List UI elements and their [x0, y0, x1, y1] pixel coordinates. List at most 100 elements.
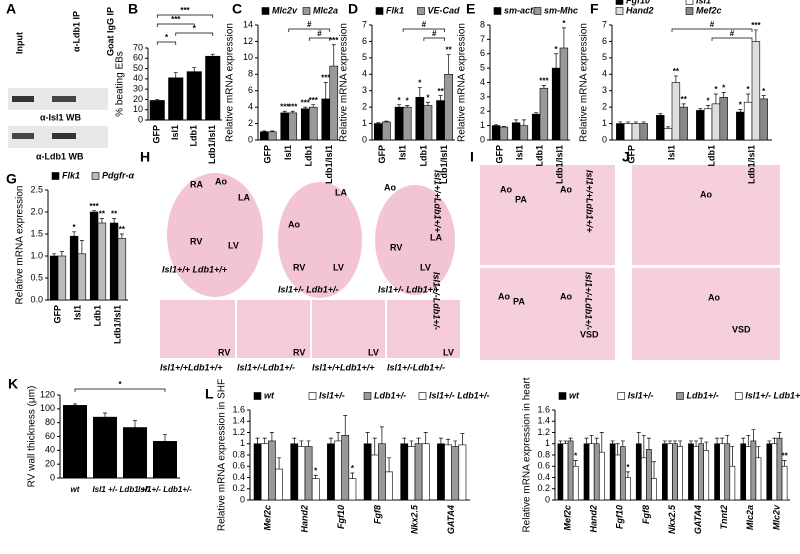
bracket-label: #: [317, 29, 322, 38]
bar: [619, 446, 626, 501]
bar: [755, 457, 762, 501]
y-axis-label: Relative mRNA expression: [15, 186, 26, 305]
x-tick-label: GFP: [263, 145, 273, 164]
error-bar: [688, 440, 693, 444]
bar: [776, 437, 783, 501]
error-bar: [328, 437, 333, 444]
error-bar: [313, 474, 318, 479]
bracket: [423, 37, 445, 41]
error-bar: [751, 429, 756, 441]
legend-swatch: [417, 7, 425, 15]
bar: [671, 82, 681, 141]
legend-swatch: [418, 392, 427, 400]
error-bar: [365, 432, 370, 444]
y-tick-label: 3: [602, 85, 607, 95]
anatomy-label: Ao: [288, 219, 300, 229]
y-tick-label: 0.2: [537, 483, 550, 493]
error-bar: [584, 437, 589, 444]
error-bar: [558, 440, 563, 444]
x-tick-label: Isl1: [170, 125, 180, 140]
y-tick-label: 4: [602, 69, 607, 79]
panel-letter: I: [470, 149, 474, 165]
x-tick-label: wt: [71, 485, 80, 494]
genotype-label: Isl1+/-Ldb1+/-: [432, 272, 442, 330]
legend-swatch: [493, 7, 502, 15]
error-bar: [192, 67, 197, 72]
bar: [205, 55, 221, 121]
x-tick-label: GFP: [626, 145, 636, 164]
error-bar: [738, 109, 743, 113]
legend-swatch: [685, 0, 694, 5]
bar: [531, 113, 541, 141]
anatomy-label: LV: [368, 347, 379, 357]
error-bar: [372, 437, 377, 455]
error-bar: [561, 27, 566, 48]
y-tick-label: 10: [243, 52, 253, 62]
error-bar: [402, 437, 407, 444]
legend-swatch: [302, 7, 311, 15]
anatomy-label: Ao: [700, 189, 712, 199]
error-bar: [620, 440, 625, 447]
significance-label: **: [781, 452, 788, 461]
y-tick-label: 0.6: [232, 461, 245, 471]
legend-label: wt: [264, 390, 275, 400]
legend-swatch: [734, 392, 743, 400]
legend-swatch: [91, 172, 100, 180]
bar: [491, 125, 501, 141]
y-tick-label: 0: [602, 134, 607, 144]
error-bar: [782, 460, 787, 467]
y-tick-label: 6: [362, 36, 367, 46]
y-tick-label: 6: [602, 36, 607, 46]
legend-swatch: [375, 7, 384, 15]
x-tick-label: Mef2c: [562, 505, 572, 531]
anatomy-label: LV: [443, 347, 454, 357]
error-bar: [311, 104, 316, 108]
bracket: [288, 28, 331, 32]
error-bar: [262, 437, 267, 444]
y-tick-label: 0.6: [537, 461, 550, 471]
y-tick-label: 0: [240, 494, 245, 504]
bar: [511, 122, 521, 141]
bracket-label: ***: [180, 6, 190, 15]
bar: [153, 441, 178, 479]
x-tick-label: GFP: [152, 125, 162, 144]
bar: [656, 115, 665, 141]
y-tick-label: 20: [45, 459, 55, 469]
legend-label: sm-Mhc: [544, 5, 578, 15]
bar: [436, 100, 445, 141]
y-tick-label: 1: [480, 120, 485, 130]
x-tick-label: Ldb1: [706, 145, 716, 167]
y-tick-label: 1: [240, 438, 245, 448]
bracket: [156, 41, 177, 45]
error-bar: [494, 124, 499, 126]
y-tick-label: 60: [133, 53, 143, 63]
panel-letter: C: [232, 1, 242, 17]
y-tick-label: 10: [133, 104, 143, 114]
x-tick-label: Isl1: [514, 145, 524, 160]
x-tick-label: Isl1: [283, 145, 293, 160]
x-tick-label: GATA4: [446, 505, 456, 534]
legend-label: Mlc2a: [313, 5, 338, 15]
error-bar: [633, 121, 638, 124]
legend-swatch: [676, 392, 684, 400]
bar: [736, 111, 745, 141]
y-tick-label: 30: [133, 84, 143, 94]
error-bar: [521, 119, 526, 126]
bar: [186, 71, 202, 121]
significance-label: ***: [539, 76, 549, 85]
x-tick-label: Ldb1 +/-: [120, 485, 151, 494]
bar: [458, 444, 467, 501]
bar: [267, 131, 277, 141]
anatomy-label: PA: [513, 296, 525, 306]
significance-label: **: [119, 225, 126, 234]
genotype-label: Isl1+/+Ldb1+/+: [312, 362, 375, 372]
error-bar: [725, 434, 730, 444]
genotype-label: Isl1+/- Ldb1+/-: [378, 284, 439, 294]
y-tick-label: 0: [362, 134, 367, 144]
error-bar: [730, 446, 735, 467]
y-axis-label: Relative mRNA expression: [579, 23, 590, 142]
x-tick-label: Ldb1: [418, 145, 428, 167]
legend-swatch: [253, 392, 262, 400]
bar: [415, 96, 425, 141]
error-bar: [405, 105, 410, 108]
